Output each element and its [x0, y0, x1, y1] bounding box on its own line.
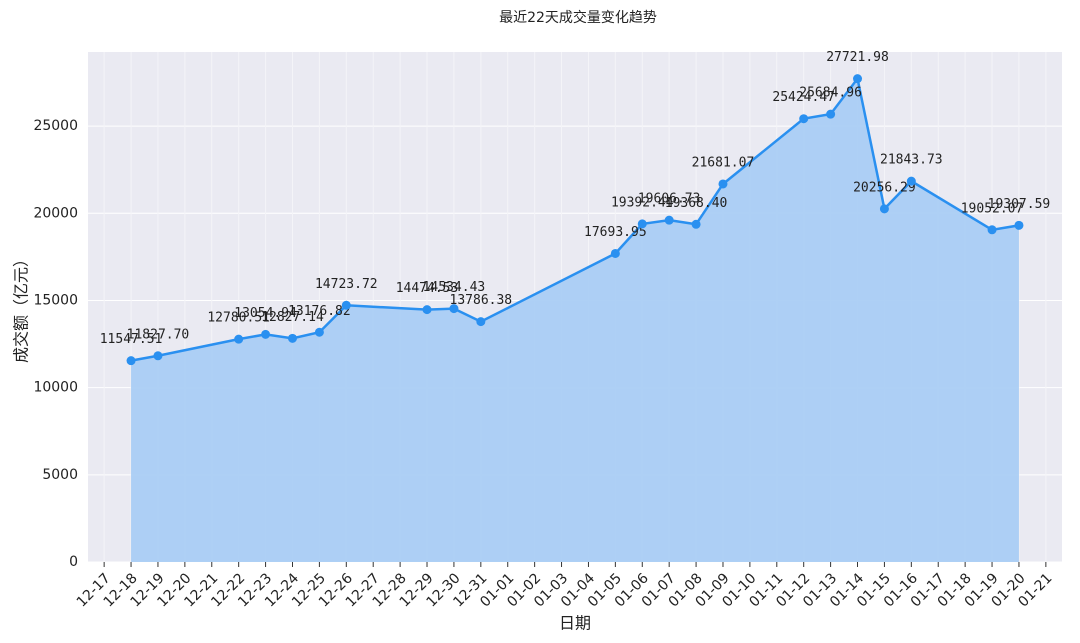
- value-label: 20256.29: [853, 180, 916, 195]
- value-label: 21681.07: [692, 155, 755, 170]
- point: [422, 305, 432, 315]
- point: [1014, 220, 1024, 230]
- y-tick-label: 25000: [33, 118, 78, 134]
- value-label: 13786.38: [450, 293, 513, 308]
- point: [287, 333, 297, 343]
- value-label: 12780.51: [207, 311, 270, 326]
- point: [234, 334, 244, 344]
- point: [314, 327, 324, 337]
- value-label: 27721.98: [826, 50, 889, 65]
- value-label: 13054.94: [234, 306, 297, 321]
- value-label: 19392.44: [611, 195, 674, 210]
- chart-title: 最近22天成交量变化趋势: [499, 9, 657, 26]
- value-label: 14474.53: [396, 281, 459, 296]
- value-label: 13176.82: [288, 304, 351, 319]
- point: [906, 176, 916, 186]
- value-label: 11827.70: [127, 327, 190, 342]
- y-axis-label: 成交额（亿元）: [12, 251, 31, 363]
- point: [637, 219, 647, 229]
- line: [130, 75, 1020, 362]
- point: [153, 351, 163, 361]
- x-axis-label: 日期: [559, 614, 591, 633]
- value-label: 25684.96: [799, 86, 862, 101]
- point: [126, 356, 136, 366]
- value-label: 17693.95: [584, 225, 647, 240]
- point: [718, 179, 728, 189]
- value-label: 12827.14: [261, 310, 324, 325]
- value-label: 19368.40: [665, 196, 728, 211]
- value-label: 19307.59: [988, 197, 1051, 212]
- value-label: 21843.73: [880, 153, 943, 168]
- y-tick-label: 10000: [33, 380, 78, 396]
- point: [691, 219, 701, 229]
- y-tick-label: 0: [69, 554, 78, 570]
- point: [826, 109, 836, 119]
- value-label: 11547.51: [100, 332, 163, 347]
- value-label: 19052.07: [961, 201, 1024, 216]
- y-tick-label: 5000: [42, 467, 78, 483]
- point: [476, 317, 486, 327]
- value-label: 19606.73: [638, 192, 701, 207]
- point: [449, 304, 459, 314]
- point: [261, 329, 271, 339]
- point: [799, 114, 809, 124]
- point: [664, 215, 674, 225]
- point: [610, 248, 620, 258]
- value-label: 25424.47: [772, 90, 835, 105]
- area: [131, 78, 1019, 563]
- y-tick-label: 15000: [33, 292, 78, 308]
- point: [987, 225, 997, 235]
- point: [853, 74, 863, 84]
- value-label: 14534.43: [423, 280, 486, 295]
- value-label: 14723.72: [315, 277, 378, 292]
- point: [341, 300, 351, 310]
- y-tick-label: 20000: [33, 205, 78, 221]
- point: [879, 204, 889, 214]
